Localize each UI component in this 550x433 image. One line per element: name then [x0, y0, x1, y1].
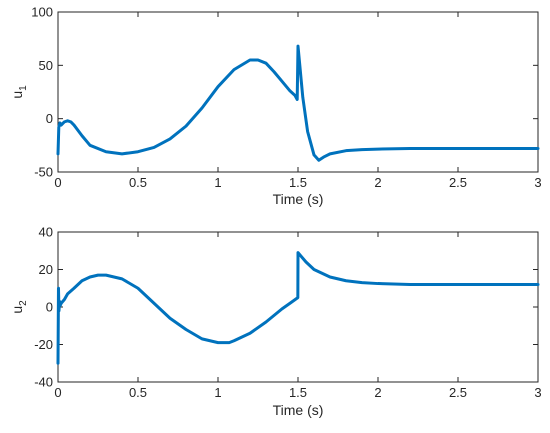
y-tick-label: -20	[34, 337, 53, 352]
x-tick-label: 1	[214, 175, 221, 190]
y-axis-label-subscript: 1	[18, 85, 29, 91]
series-group	[56, 251, 540, 365]
x-tick-label: 1.5	[289, 385, 307, 400]
x-tick-label: 0	[54, 385, 61, 400]
x-tick-label: 2	[374, 175, 381, 190]
y-axis-label: u1	[9, 85, 29, 99]
x-tick-label: 2.5	[449, 385, 467, 400]
x-tick-label: 3	[534, 385, 541, 400]
y-axis-label-subscript: 2	[18, 300, 29, 306]
y-axis-label: u2	[9, 300, 29, 314]
y-tick-label: 50	[39, 58, 53, 73]
x-axis-label: Time (s)	[273, 191, 324, 207]
x-ticks: 0 0.5 1 1.5 2 2.5 3	[54, 12, 542, 190]
y-tick-label: 20	[39, 262, 53, 277]
y-ticks: -50 0 50 100	[31, 5, 538, 180]
series-line	[56, 251, 540, 365]
y-axis-label-base: u	[9, 306, 25, 314]
x-tick-label: 0.5	[129, 385, 147, 400]
x-tick-label: 2.5	[449, 175, 467, 190]
series-group	[56, 44, 540, 162]
x-tick-label: 3	[534, 175, 541, 190]
y-tick-label: -50	[34, 165, 53, 180]
x-tick-label: 2	[374, 385, 381, 400]
x-tick-label: 1.5	[289, 175, 307, 190]
y-tick-label: 0	[46, 300, 53, 315]
x-axis-label: Time (s)	[273, 402, 324, 418]
x-tick-label: 1	[214, 385, 221, 400]
y-tick-label: 100	[31, 5, 53, 20]
x-tick-label: 0	[54, 175, 61, 190]
x-tick-label: 0.5	[129, 175, 147, 190]
y-ticks: -40 -20 0 20 40	[34, 225, 538, 390]
y-tick-label: 40	[39, 225, 53, 240]
y-tick-label: 0	[46, 111, 53, 126]
y-axis-label-base: u	[9, 91, 25, 99]
series-line	[56, 44, 540, 162]
y-tick-label: -40	[34, 375, 53, 390]
x-ticks: 0 0.5 1 1.5 2 2.5 3	[54, 232, 542, 400]
